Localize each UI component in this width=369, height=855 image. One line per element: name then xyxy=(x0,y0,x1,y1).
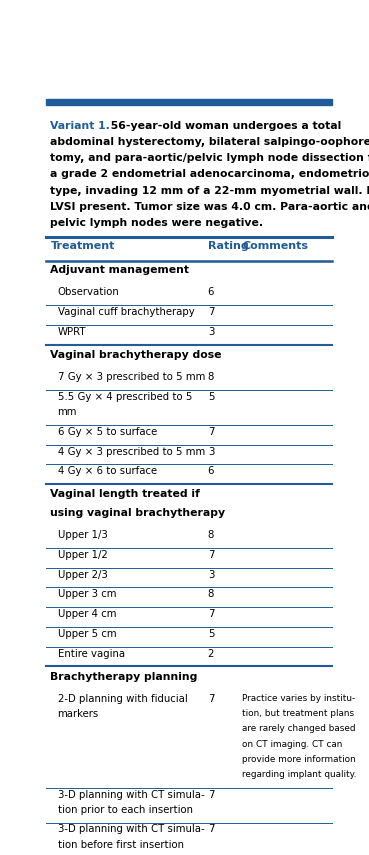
Text: 2: 2 xyxy=(208,649,214,658)
Text: Adjuvant management: Adjuvant management xyxy=(51,265,189,275)
Text: 8: 8 xyxy=(208,589,214,599)
Text: 5: 5 xyxy=(208,392,214,402)
Text: Upper 1/3: Upper 1/3 xyxy=(58,530,107,540)
Text: 7: 7 xyxy=(208,694,214,705)
Text: Vaginal length treated if: Vaginal length treated if xyxy=(51,489,200,499)
Text: Vaginal brachytherapy dose: Vaginal brachytherapy dose xyxy=(51,350,222,360)
Text: 2-D planning with fiducial: 2-D planning with fiducial xyxy=(58,694,187,705)
Text: provide more information: provide more information xyxy=(242,755,356,764)
Text: 5: 5 xyxy=(208,629,214,639)
Text: Rating: Rating xyxy=(208,241,248,251)
Text: tion before first insertion: tion before first insertion xyxy=(58,840,183,850)
Text: a grade 2 endometrial adenocarcinoma, endometrioid: a grade 2 endometrial adenocarcinoma, en… xyxy=(51,169,369,180)
Text: Variant 1.: Variant 1. xyxy=(51,121,110,131)
Text: 3-D planning with CT simula-: 3-D planning with CT simula- xyxy=(58,789,204,799)
Text: tion prior to each insertion: tion prior to each insertion xyxy=(58,805,193,815)
Text: 7: 7 xyxy=(208,789,214,799)
Text: 7: 7 xyxy=(208,427,214,437)
Text: 7 Gy × 3 prescribed to 5 mm: 7 Gy × 3 prescribed to 5 mm xyxy=(58,372,205,382)
Text: 8: 8 xyxy=(208,530,214,540)
Text: markers: markers xyxy=(58,710,99,719)
Text: 6: 6 xyxy=(208,466,214,476)
Text: Upper 4 cm: Upper 4 cm xyxy=(58,610,116,619)
Text: 7: 7 xyxy=(208,550,214,560)
Text: mm: mm xyxy=(58,407,77,417)
Text: Vaginal cuff brachytherapy: Vaginal cuff brachytherapy xyxy=(58,307,194,317)
Text: LVSI present. Tumor size was 4.0 cm. Para-aortic and: LVSI present. Tumor size was 4.0 cm. Par… xyxy=(51,202,369,212)
Text: are rarely changed based: are rarely changed based xyxy=(242,724,355,734)
Text: tion, but treatment plans: tion, but treatment plans xyxy=(242,710,354,718)
Text: 4 Gy × 3 prescribed to 5 mm: 4 Gy × 3 prescribed to 5 mm xyxy=(58,446,205,457)
Text: regarding implant quality.: regarding implant quality. xyxy=(242,770,356,779)
Text: Practice varies by institu-: Practice varies by institu- xyxy=(242,694,355,703)
Text: 7: 7 xyxy=(208,307,214,317)
Text: abdominal hysterectomy, bilateral salpingo-oophorec-: abdominal hysterectomy, bilateral salpin… xyxy=(51,137,369,147)
Text: 3: 3 xyxy=(208,446,214,457)
Text: 6: 6 xyxy=(208,287,214,298)
Text: Upper 1/2: Upper 1/2 xyxy=(58,550,107,560)
Text: using vaginal brachytherapy: using vaginal brachytherapy xyxy=(51,508,225,518)
Text: 5.5 Gy × 4 prescribed to 5: 5.5 Gy × 4 prescribed to 5 xyxy=(58,392,192,402)
Text: Upper 5 cm: Upper 5 cm xyxy=(58,629,116,639)
Text: Entire vagina: Entire vagina xyxy=(58,649,125,658)
Text: 4 Gy × 6 to surface: 4 Gy × 6 to surface xyxy=(58,466,157,476)
Text: 3: 3 xyxy=(208,569,214,580)
Text: 3: 3 xyxy=(208,327,214,337)
Bar xyxy=(46,99,332,104)
Text: Observation: Observation xyxy=(58,287,119,298)
Text: 7: 7 xyxy=(208,824,214,834)
Text: Upper 2/3: Upper 2/3 xyxy=(58,569,107,580)
Text: Comments: Comments xyxy=(242,241,308,251)
Text: Upper 3 cm: Upper 3 cm xyxy=(58,589,116,599)
Text: pelvic lymph nodes were negative.: pelvic lymph nodes were negative. xyxy=(51,218,263,227)
Text: WPRT: WPRT xyxy=(58,327,86,337)
Text: Brachytherapy planning: Brachytherapy planning xyxy=(51,672,198,681)
Text: Treatment: Treatment xyxy=(51,241,115,251)
Text: type, invading 12 mm of a 22-mm myometrial wall. No: type, invading 12 mm of a 22-mm myometri… xyxy=(51,186,369,196)
Text: 6 Gy × 5 to surface: 6 Gy × 5 to surface xyxy=(58,427,157,437)
Text: 56-year-old woman undergoes a total: 56-year-old woman undergoes a total xyxy=(107,121,341,131)
Text: 3-D planning with CT simula-: 3-D planning with CT simula- xyxy=(58,824,204,834)
Text: tomy, and para-aortic/pelvic lymph node dissection for: tomy, and para-aortic/pelvic lymph node … xyxy=(51,153,369,163)
Text: 7: 7 xyxy=(208,610,214,619)
Text: 8: 8 xyxy=(208,372,214,382)
Text: on CT imaging. CT can: on CT imaging. CT can xyxy=(242,740,342,749)
